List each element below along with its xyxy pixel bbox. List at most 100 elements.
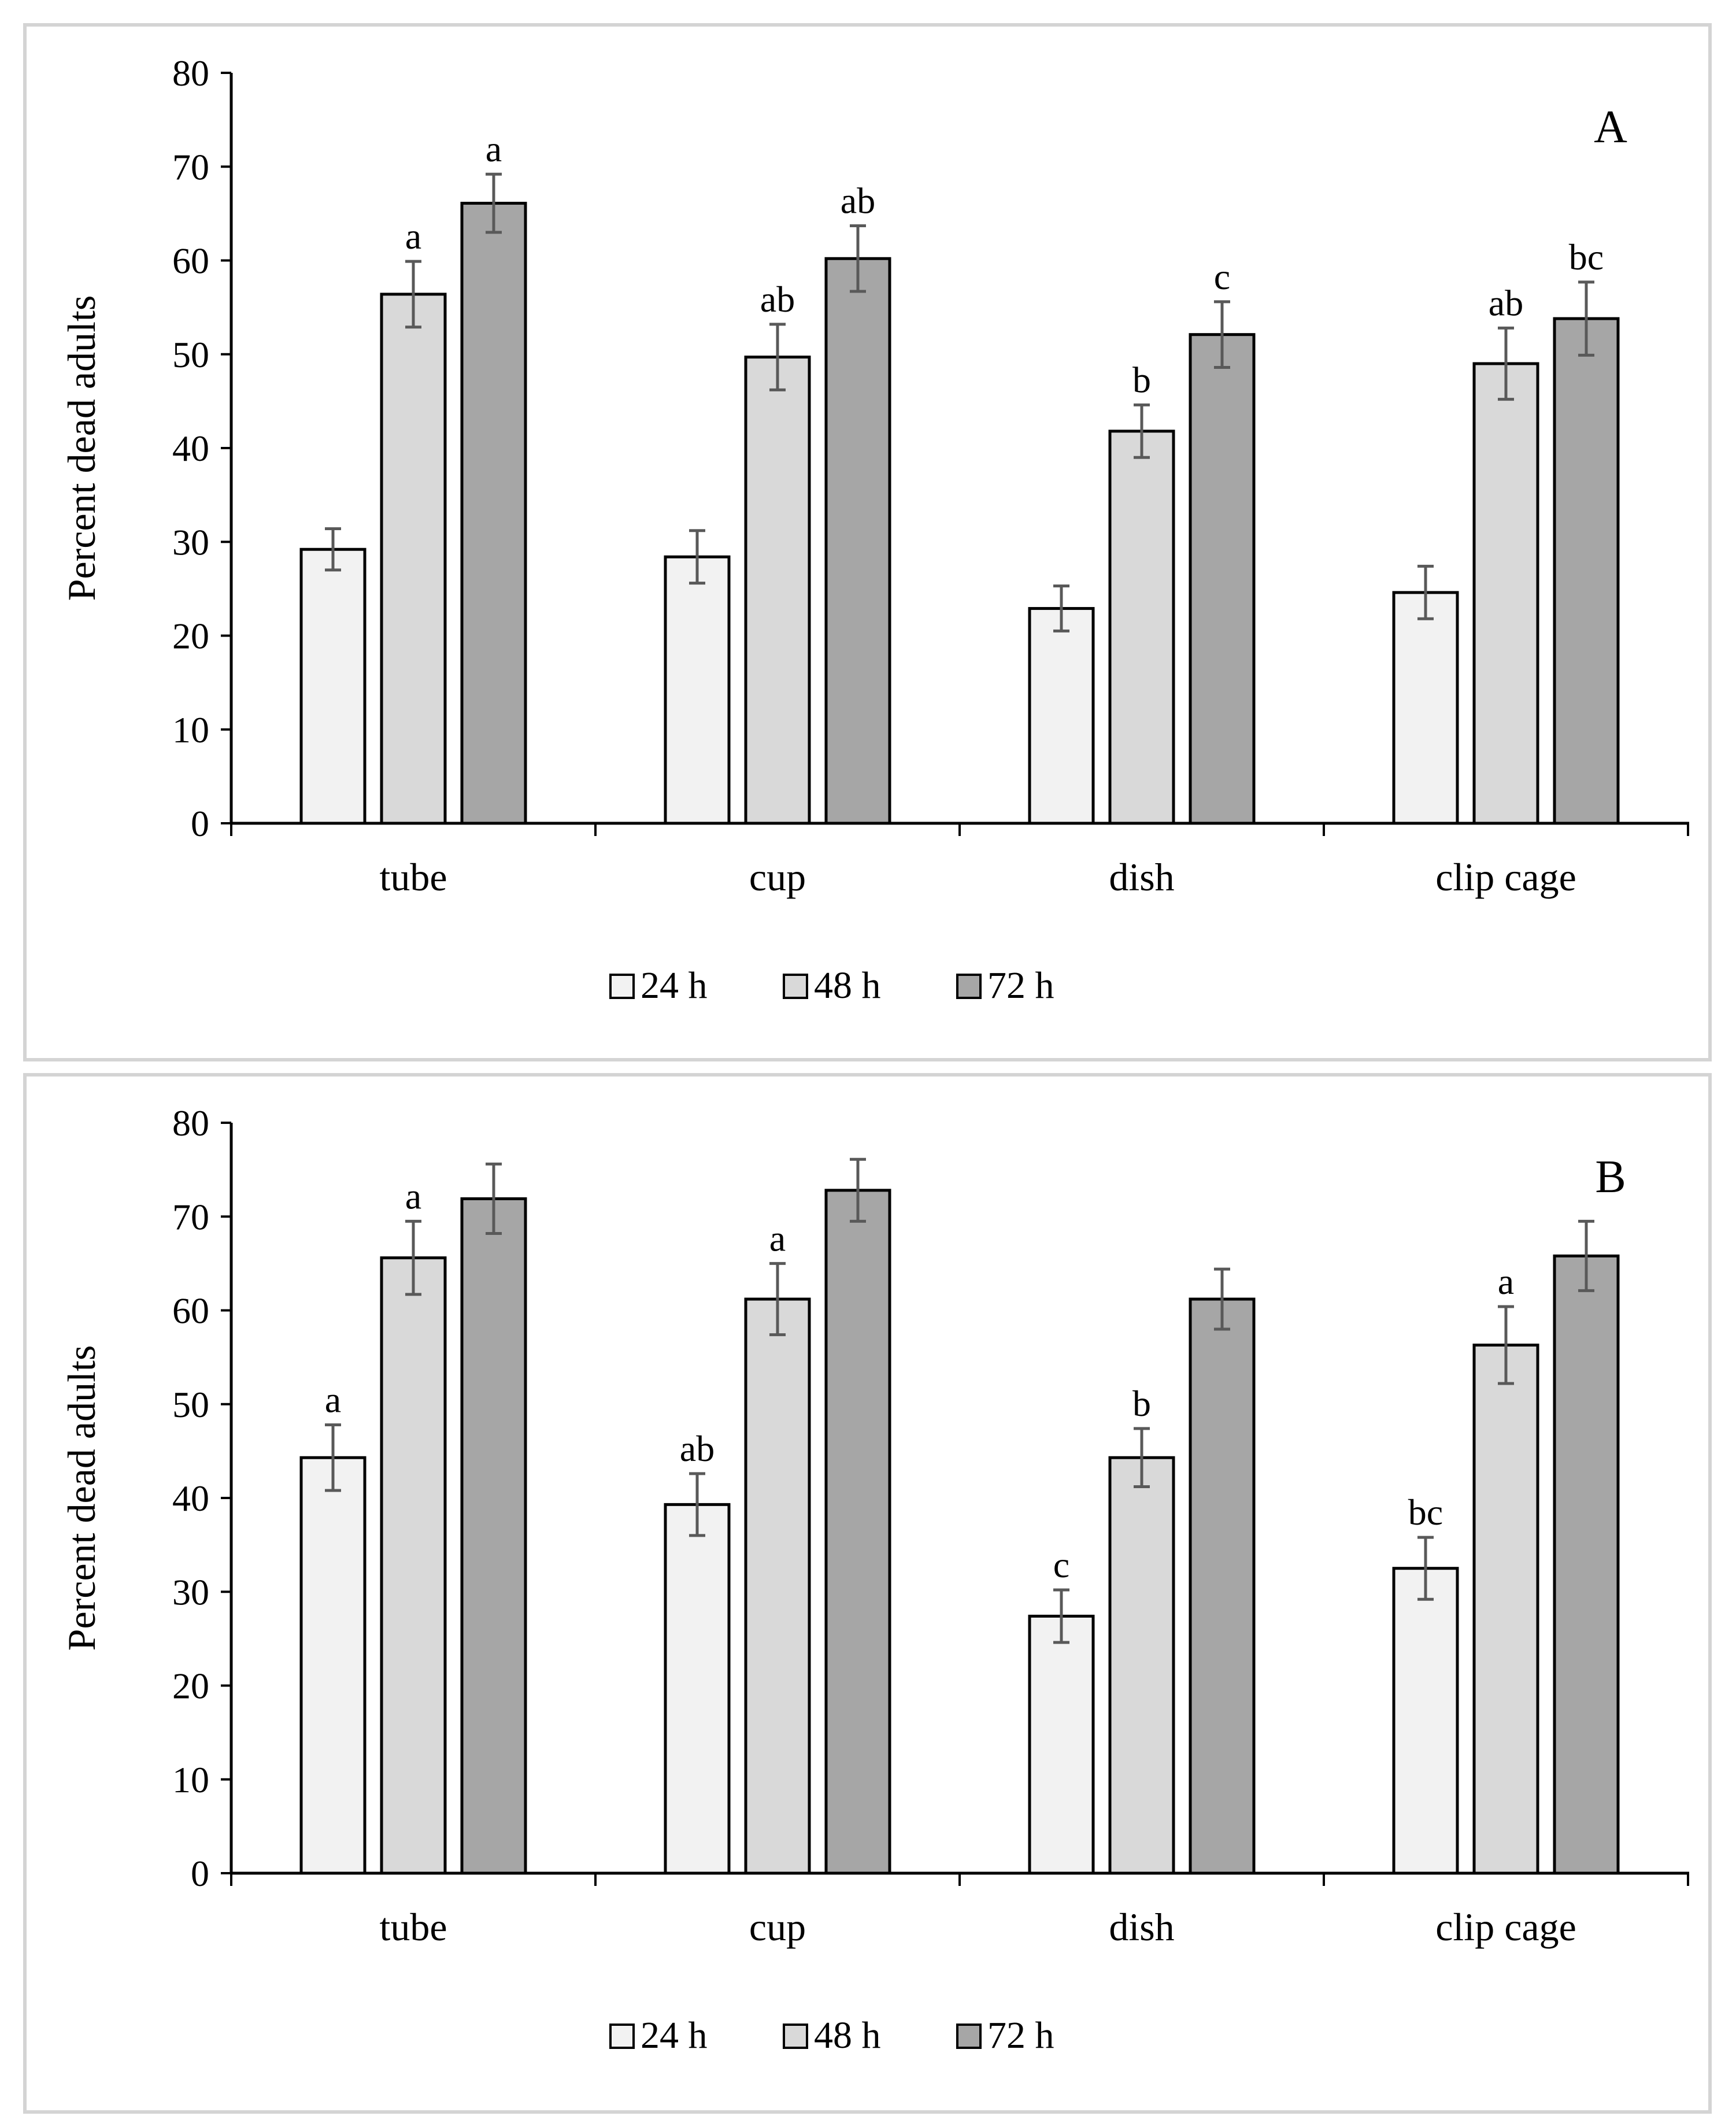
error-bar [850,1157,866,1223]
chart-b-panel-label: B [1595,1152,1626,1203]
bar-cup-24h [664,1503,731,1875]
legend-swatch [956,974,982,999]
legend-swatch [609,2024,635,2049]
chart-b-svg: 0 10 20 30 40 50 60 70 80 Percent dead adults tube… [60,1103,1689,2056]
bar-tube-24h [299,1456,367,1875]
y-tick-label: 30 [172,521,209,563]
y-tick-label: 70 [172,146,209,187]
significance-letter: bc [1569,236,1604,278]
significance-letter: bc [1408,1492,1443,1533]
legend-label: 48 h [814,964,881,1007]
y-tick-label: 0 [191,1853,209,1894]
error-bar [1053,1588,1069,1644]
legend-label: 72 h [987,964,1054,1007]
significance-letter: a [486,128,502,169]
bar-clip-cage-24h [1392,591,1459,825]
legend-label: 72 h [987,2014,1054,2056]
significance-letter: a [769,1218,786,1259]
error-bar [1578,1219,1594,1292]
y-tick-label: 60 [172,1290,209,1331]
chart-panel-a: 0 10 20 30 40 50 60 70 80 Percent dead adults tube… [23,23,1712,1061]
y-tick-label: 40 [172,1478,209,1519]
y-tick-label: 70 [172,1196,209,1237]
significance-letter: ab [841,180,875,221]
error-bar [850,224,866,293]
bar-cup-48h [744,356,811,825]
significance-letter: b [1132,1383,1151,1424]
error-bar [486,172,502,234]
significance-letter: a [405,216,421,257]
bar-tube-48h [380,293,447,825]
significance-letter: a [405,1175,421,1216]
significance-letter: c [1053,1544,1069,1585]
error-bar [1134,1427,1150,1489]
significance-letter: a [325,1379,341,1420]
bar-dish-48h [1108,430,1175,825]
bar-clip-cage-72h [1553,317,1620,825]
bar-cup-72h [824,257,891,825]
bar-cup-72h [824,1189,891,1875]
y-tick-label: 0 [191,803,209,844]
legend-swatch [609,974,635,999]
legend-label: 48 h [814,2014,881,2056]
category-label: cup [749,1905,806,1949]
error-bar [1134,403,1150,459]
chart-panel-b: 0 10 20 30 40 50 60 70 80 Percent dead adults tube… [23,1073,1712,2114]
legend-swatch [783,2024,808,2049]
significance-letter: c [1214,256,1230,297]
significance-letter: ab [760,279,795,320]
legend-swatch [783,974,808,999]
y-tick-label: 50 [172,1384,209,1425]
chart-b-y-axis-title: Percent dead adults [60,1345,103,1651]
legend-swatch [956,2024,982,2049]
bar-tube-24h [299,548,367,825]
bar-dish-24h [1028,1614,1095,1875]
significance-letter: b [1132,359,1151,400]
chart-a-y-axis-title: Percent dead adults [60,295,103,601]
bar-tube-48h [380,1256,447,1875]
significance-letter: ab [680,1428,715,1469]
y-tick-label: 20 [172,616,209,657]
category-label: dish [1109,855,1174,899]
legend-label: 24 h [641,964,708,1007]
bar-clip-cage-48h [1472,362,1539,825]
significance-letter: a [1498,1261,1514,1302]
error-bar [1214,300,1230,369]
error-bar [405,260,421,329]
error-bar [1214,1267,1230,1331]
significance-letter: ab [1489,282,1523,323]
y-tick-label: 20 [172,1666,209,1707]
category-label: tube [379,855,447,899]
error-bar [689,1472,705,1537]
error-bar [1417,564,1434,620]
legend-label: 24 h [641,2014,708,2056]
bar-dish-48h [1108,1456,1175,1875]
category-label: clip cage [1435,855,1576,899]
error-bar [1578,280,1594,357]
category-label: clip cage [1435,1905,1576,1949]
error-bar [689,529,705,585]
bar-dish-24h [1028,606,1095,825]
y-tick-label: 80 [172,53,209,94]
bar-dish-72h [1189,333,1256,825]
bar-cup-24h [664,555,731,825]
error-bar [405,1219,421,1296]
bar-dish-72h [1189,1297,1256,1875]
error-bar [769,1262,786,1337]
error-bar [1498,326,1514,401]
bar-clip-cage-48h [1472,1344,1539,1875]
chart-a-svg: 0 10 20 30 40 50 60 70 80 Percent dead adults tube… [60,53,1689,1007]
y-tick-label: 40 [172,428,209,469]
error-bar [1498,1305,1514,1385]
chart-a-panel-label: A [1594,102,1627,153]
y-tick-label: 10 [172,709,209,750]
bar-clip-cage-72h [1553,1254,1620,1875]
bar-clip-cage-24h [1392,1567,1459,1875]
y-tick-label: 80 [172,1103,209,1144]
error-bar [1417,1536,1434,1601]
error-bar [769,323,786,391]
category-label: tube [379,1905,447,1949]
y-tick-label: 60 [172,241,209,282]
error-bar [325,1423,341,1492]
error-bar [325,527,341,572]
